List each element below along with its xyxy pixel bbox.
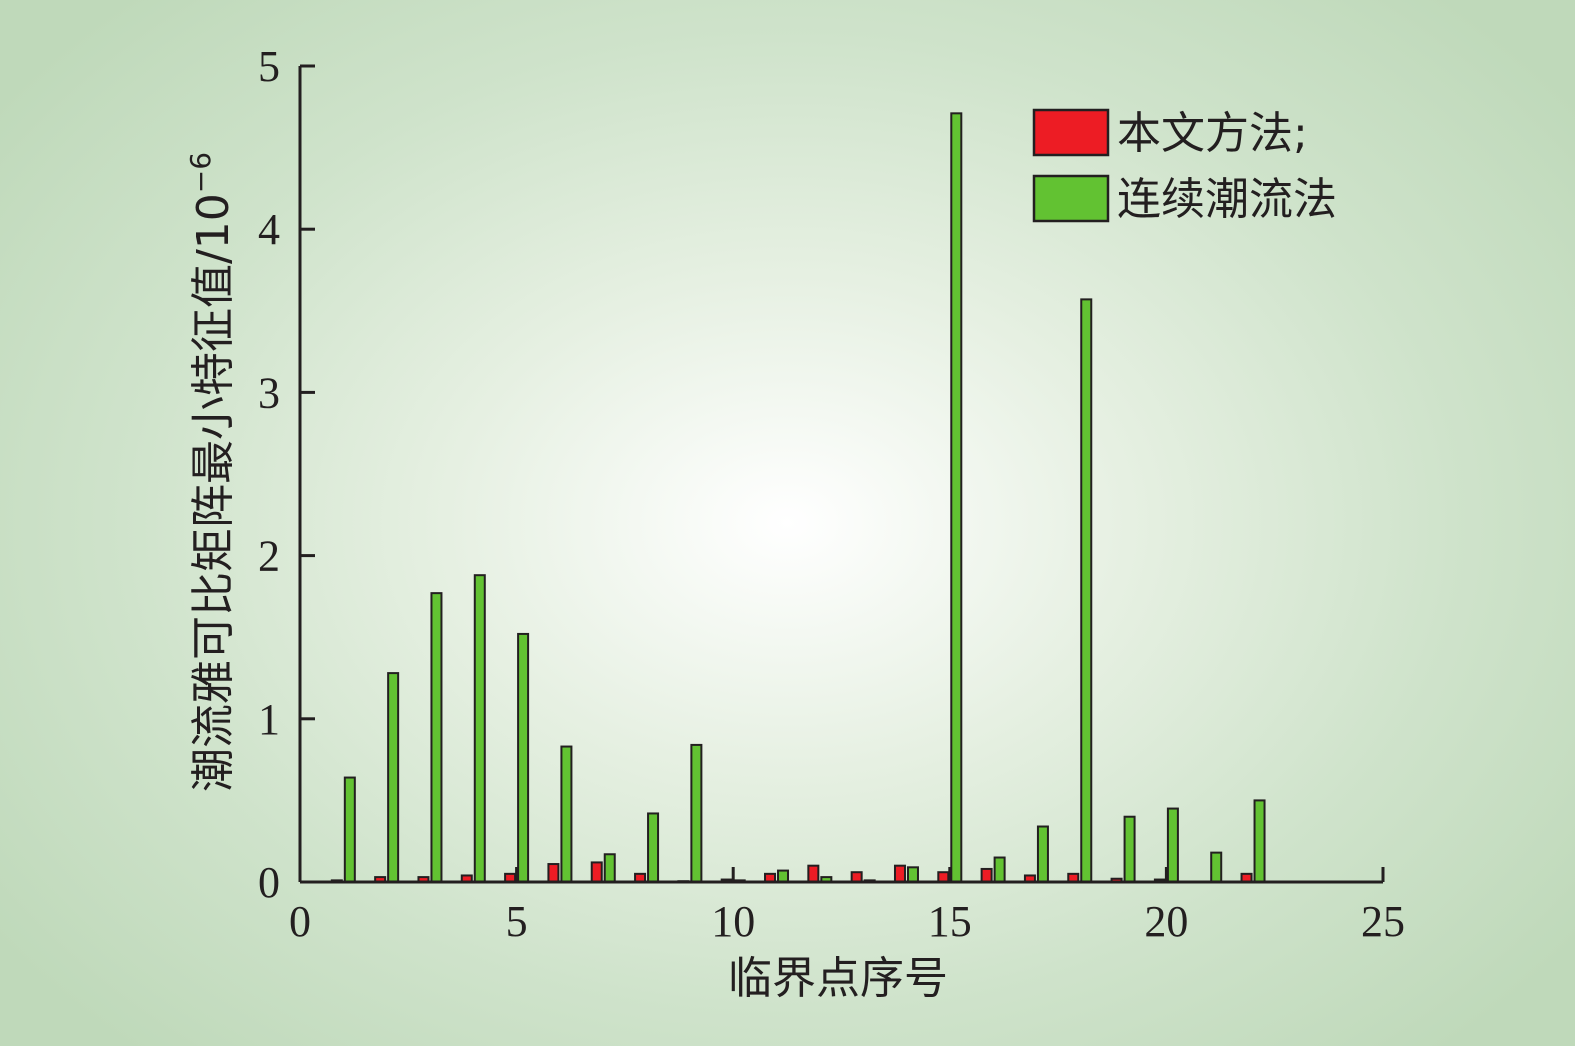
bar-series2-point-1 [343,776,356,883]
bar-series2-point-19 [1123,815,1136,883]
x-tick-label-15: 15 [928,897,972,946]
legend-swatch-continuation-power-flow [1032,174,1110,223]
bar-series2-point-20 [1166,807,1179,883]
bar-series2-point-14 [906,866,919,884]
y-tick-label-0: 0 [258,858,280,907]
bar-series2-point-22 [1253,799,1266,884]
bar-series1-point-14 [893,864,906,883]
bar-series2-point-18 [1080,298,1093,884]
legend-label-continuation-power-flow: 连续潮流法 [1117,174,1337,225]
bar-series2-point-21 [1210,851,1223,884]
bar-series2-point-15 [950,112,963,883]
bar-series2-point-7 [603,853,616,883]
legend-label-proposed-method: 本文方法; [1117,108,1308,159]
bar-series1-point-12 [807,864,820,883]
y-axis-title-main: 潮流雅可比矩阵最小特征值/10 [188,193,239,792]
bar-series2-point-6 [560,745,573,883]
axes-layer: 0 5 10 15 20 25 0 1 2 3 4 5 [258,42,1405,946]
y-tick-label-5: 5 [258,42,280,91]
x-tick-label-10: 10 [711,897,755,946]
x-axis-title: 临界点序号 [728,953,948,1004]
bar-series1-point-16 [980,867,993,883]
x-tick-label-5: 5 [506,897,528,946]
bar-series1-point-7 [590,861,603,884]
y-tick-label-1: 1 [258,695,280,744]
bar-series2-point-16 [993,856,1006,884]
bar-series1-point-6 [547,863,560,883]
legend-swatch-proposed-method [1032,108,1110,157]
y-tick-label-4: 4 [258,205,280,254]
y-axis-title-exponent: −6 [184,152,217,193]
bars-layer [330,112,1266,884]
bar-series2-point-3 [430,592,443,883]
bar-series2-point-4 [473,574,486,884]
bar-series2-point-2 [387,672,400,883]
bar-series2-point-8 [647,812,660,883]
y-tick-label-3: 3 [258,368,280,417]
bar-series2-point-5 [517,632,530,883]
x-tick-label-20: 20 [1144,897,1188,946]
bar-series2-point-11 [777,869,790,883]
y-tick-label-2: 2 [258,532,280,581]
y-axis-title: 潮流雅可比矩阵最小特征值/10−6 [184,152,239,792]
legend: 本文方法; 连续潮流法 [1032,108,1337,225]
bar-series2-point-9 [690,743,703,883]
bar-series2-point-17 [1036,825,1049,884]
x-tick-label-0: 0 [289,897,311,946]
x-tick-label-25: 25 [1361,897,1405,946]
